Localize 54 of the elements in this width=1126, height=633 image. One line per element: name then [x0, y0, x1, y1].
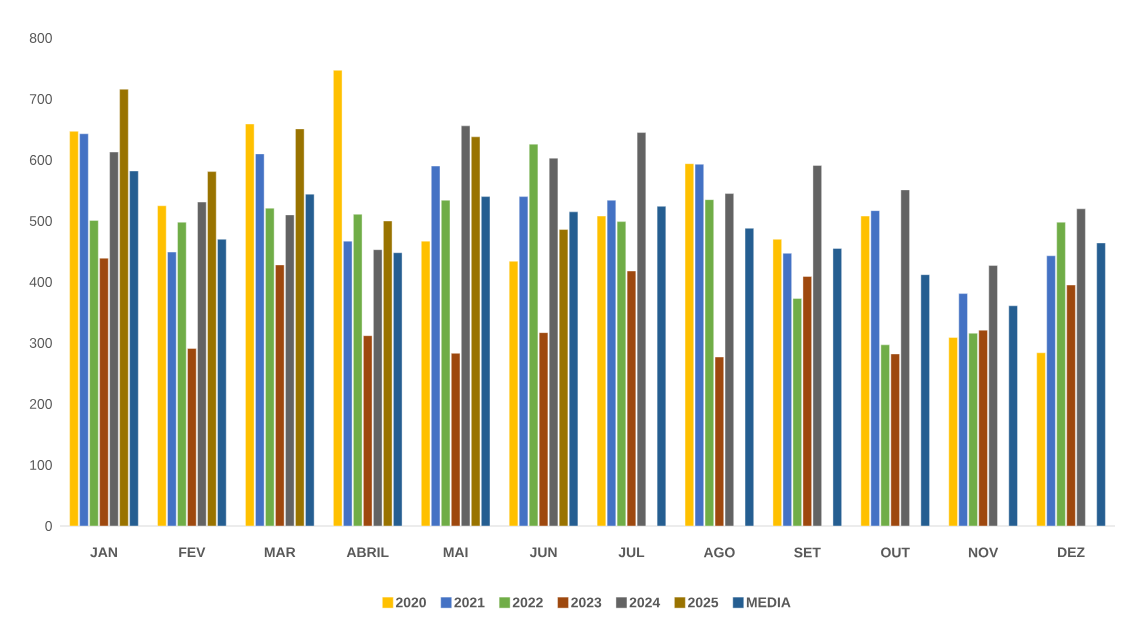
bar	[1056, 222, 1066, 526]
bar	[1066, 284, 1076, 526]
y-tick-label: 0	[45, 521, 52, 531]
bar	[69, 131, 79, 526]
bar	[1046, 255, 1056, 526]
x-tick-label: SET	[794, 547, 821, 558]
bar	[1096, 242, 1106, 526]
bar	[79, 133, 89, 526]
legend-label: 2025	[688, 597, 719, 608]
y-tick-label: 600	[29, 155, 52, 165]
x-tick-label: AGO	[703, 547, 735, 558]
bar	[968, 333, 978, 526]
x-tick-label: JAN	[90, 547, 117, 558]
bar	[1008, 305, 1018, 526]
bar	[157, 205, 167, 526]
bar	[217, 239, 227, 526]
bar	[187, 348, 197, 526]
bar	[988, 265, 998, 526]
y-tick-label: 200	[29, 399, 52, 409]
y-tick-label: 300	[29, 338, 52, 348]
x-tick-label: FEV	[179, 547, 206, 558]
y-tick-label: 700	[29, 94, 52, 104]
bar	[119, 89, 129, 526]
x-tick-label: MAR	[264, 547, 296, 558]
bar	[958, 293, 968, 526]
legend-label: 2021	[454, 597, 485, 608]
legend-label: 2024	[629, 597, 661, 608]
bar	[948, 337, 958, 526]
bar	[89, 220, 99, 526]
bar	[177, 222, 187, 526]
bar	[1076, 208, 1086, 526]
x-tick-label: JUL	[618, 547, 645, 558]
legend-label: 2022	[512, 597, 543, 608]
x-tick-label: ABRIL	[346, 547, 389, 558]
x-tick-label: DEZ	[1058, 547, 1085, 558]
legend-label: 2020	[395, 597, 426, 608]
bar	[99, 258, 109, 526]
bar	[129, 170, 139, 526]
bar	[197, 201, 207, 526]
y-tick-label: 400	[29, 277, 52, 287]
bar	[978, 329, 988, 526]
x-tick-label: NOV	[968, 547, 999, 558]
legend-label: MEDIA	[746, 597, 791, 608]
x-tick-label: MAI	[443, 547, 468, 558]
legend-label: 2023	[571, 597, 602, 608]
bar	[1036, 352, 1046, 526]
y-tick-label: 500	[29, 216, 52, 226]
x-tick-label: JUN	[529, 547, 557, 558]
bar	[167, 251, 177, 526]
bar	[109, 151, 119, 526]
y-tick-label: 100	[30, 460, 52, 470]
x-tick-label: OUT	[881, 547, 910, 558]
bar	[207, 171, 217, 526]
y-tick-label: 800	[29, 33, 52, 43]
